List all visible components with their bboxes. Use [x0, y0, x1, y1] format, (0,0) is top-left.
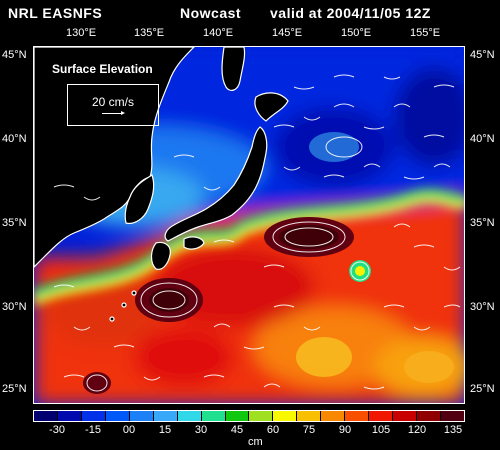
colorbar-swatch	[105, 411, 130, 421]
colorbar-tick-label: 75	[302, 424, 316, 436]
colorbar-tick-label: 15	[158, 424, 172, 436]
colorbar-swatch	[81, 411, 106, 421]
colorbar-swatch	[393, 411, 417, 421]
current-vectors	[53, 74, 461, 392]
colorbar-tick-label: 105	[371, 424, 391, 436]
colorbar-swatch	[225, 411, 250, 421]
colorbar-tick-label: 60	[266, 424, 280, 436]
colorbar-tick-label: 90	[338, 424, 352, 436]
kyushu	[150, 241, 171, 270]
hokkaido	[254, 92, 289, 122]
valid-time-title: valid at 2004/11/05 12Z	[270, 5, 431, 21]
lon-label-155: 155°E	[410, 27, 441, 39]
lat-label-right-25: 25°N	[470, 383, 495, 395]
colorbar-tick-label: 45	[230, 424, 244, 436]
lon-label-145: 145°E	[272, 27, 303, 39]
colorbar-tick-label: 00	[122, 424, 136, 436]
colorbar-swatch	[321, 411, 346, 421]
lat-label-right-40: 40°N	[470, 133, 495, 145]
colorbar-tick-label: -15	[85, 424, 101, 436]
colorbar-tick-label: 30	[194, 424, 208, 436]
kuroshio-front	[34, 187, 464, 306]
colorbar-swatch	[201, 411, 226, 421]
colorbar-swatch	[57, 411, 82, 421]
land	[34, 47, 289, 322]
scale-vector-box: 20 cm/s	[67, 84, 159, 126]
colorbar-tick-label: 135	[443, 424, 463, 436]
map-svg	[34, 47, 464, 403]
lat-label-left-45: 45°N	[2, 49, 27, 61]
colorbar-swatch	[297, 411, 322, 421]
colorbar-swatch	[177, 411, 202, 421]
lon-label-135: 135°E	[134, 27, 165, 39]
lon-label-140: 140°E	[203, 27, 234, 39]
colorbar-unit: cm	[248, 436, 263, 448]
colorbar-swatch	[153, 411, 178, 421]
colorbar-tick-label: 120	[407, 424, 427, 436]
colorbar-swatch	[440, 411, 464, 421]
lat-label-right-35: 35°N	[470, 217, 495, 229]
surface-elevation-map	[33, 46, 465, 404]
colorbar-swatch	[369, 411, 394, 421]
lat-label-left-35: 35°N	[2, 217, 27, 229]
korea	[124, 174, 155, 224]
lon-label-130: 130°E	[66, 27, 97, 39]
colorbar-swatch	[273, 411, 298, 421]
shikoku	[183, 236, 205, 250]
sakhalin	[221, 47, 246, 91]
colorbar-swatch	[345, 411, 370, 421]
lat-label-left-30: 30°N	[2, 301, 27, 313]
lat-label-right-45: 45°N	[470, 49, 495, 61]
inset-title: Surface Elevation	[52, 62, 153, 76]
colorbar	[33, 410, 465, 422]
colorbar-swatch	[129, 411, 154, 421]
colorbar-swatch	[34, 411, 58, 421]
scale-vector-label: 20 cm/s	[91, 95, 134, 109]
lon-label-150: 150°E	[341, 27, 372, 39]
colorbar-tick-label: -30	[49, 424, 65, 436]
colorbar-swatch	[417, 411, 441, 421]
scale-arrow-icon	[102, 111, 125, 115]
honshu	[164, 126, 268, 242]
lat-label-left-25: 25°N	[2, 383, 27, 395]
model-title: NRL EASNFS	[8, 5, 103, 21]
lat-label-left-40: 40°N	[2, 133, 27, 145]
colorbar-swatch	[249, 411, 274, 421]
lat-label-right-30: 30°N	[470, 301, 495, 313]
product-title: Nowcast	[180, 5, 242, 21]
